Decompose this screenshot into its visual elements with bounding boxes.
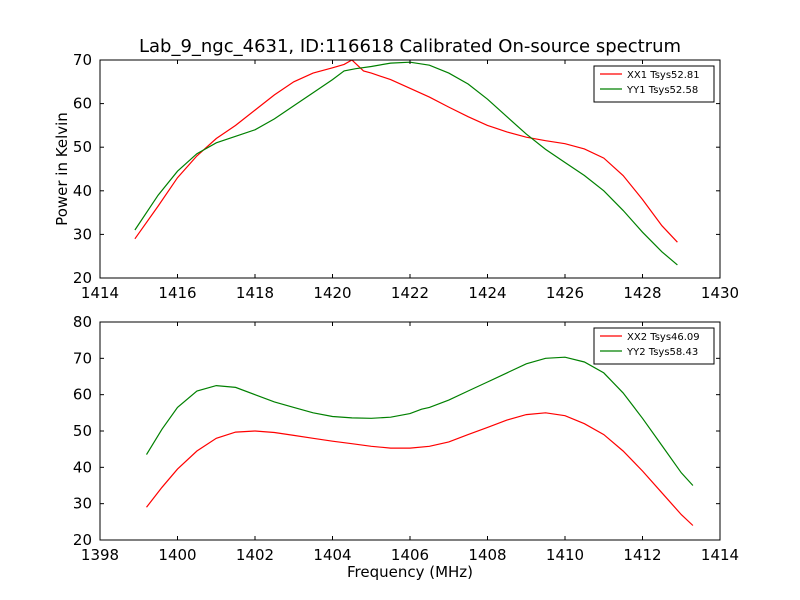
x-tick-label: 1412 — [623, 546, 661, 564]
series-line-yy2 — [145, 356, 694, 486]
legend-label: YY2 Tsys58.43 — [626, 347, 698, 358]
y-tick-label: 40 — [73, 182, 92, 200]
legend-label: XX2 Tsys46.09 — [627, 332, 700, 343]
x-tick-label: 1414 — [701, 546, 739, 564]
y-tick-label: 60 — [73, 386, 92, 404]
y-tick-label: 20 — [73, 269, 92, 287]
x-tick-label: 1410 — [546, 546, 584, 564]
y-tick-label: 30 — [73, 225, 92, 243]
x-tick-label: 1418 — [236, 284, 274, 302]
y-tick-label: 40 — [73, 458, 92, 476]
x-tick-label: 1428 — [623, 284, 661, 302]
x-tick-label: 1406 — [391, 546, 429, 564]
chart-title: Lab_9_ngc_4631, ID:116618 Calibrated On-… — [139, 36, 681, 57]
x-tick-label: 1426 — [546, 284, 584, 302]
x-axis-title: Frequency (MHz) — [347, 563, 473, 581]
y-tick-label: 70 — [73, 349, 92, 367]
x-tick-label: 1402 — [236, 546, 274, 564]
subplot-1: 1414 1416 1418 1420 1422 1424 1426 1428 1430 20 30… — [53, 36, 739, 302]
x-tick-label: 1398 — [81, 546, 119, 564]
series-line-xx1 — [134, 60, 678, 243]
x-tick-label: 1430 — [701, 284, 739, 302]
subplot-2: 1398 1400 1402 1404 1406 1408 1410 1412 1414 20 30… — [73, 313, 739, 581]
legend-box — [593, 327, 715, 365]
legend: XX2 Tsys46.09 YY2 Tsys58.43 — [593, 327, 715, 365]
y-tick-label: 20 — [73, 531, 92, 549]
y-tick-label: 50 — [73, 422, 92, 440]
x-tick-label: 1422 — [391, 284, 429, 302]
legend: XX1 Tsys52.81 YY1 Tsys52.58 — [593, 65, 715, 103]
series-line-xx2 — [146, 412, 694, 526]
y-tick-label: 80 — [73, 313, 92, 331]
legend-label: YY1 Tsys52.58 — [626, 85, 698, 96]
y-tick-label: 60 — [73, 95, 92, 113]
x-tick-label: 1416 — [158, 284, 196, 302]
y-tick-label: 50 — [73, 138, 92, 156]
x-tick-label: 1408 — [468, 546, 506, 564]
legend-box — [593, 65, 715, 103]
y-axis-title: Power in Kelvin — [53, 112, 71, 226]
x-tick-label: 1414 — [81, 284, 119, 302]
x-tick-label: 1400 — [158, 546, 196, 564]
y-tick-label: 70 — [73, 51, 92, 69]
y-tick-label: 30 — [73, 495, 92, 513]
x-tick-label: 1424 — [468, 284, 506, 302]
x-tick-label: 1404 — [313, 546, 351, 564]
x-tick-label: 1420 — [313, 284, 351, 302]
series-line-yy1 — [134, 61, 678, 266]
legend-label: XX1 Tsys52.81 — [627, 70, 700, 81]
